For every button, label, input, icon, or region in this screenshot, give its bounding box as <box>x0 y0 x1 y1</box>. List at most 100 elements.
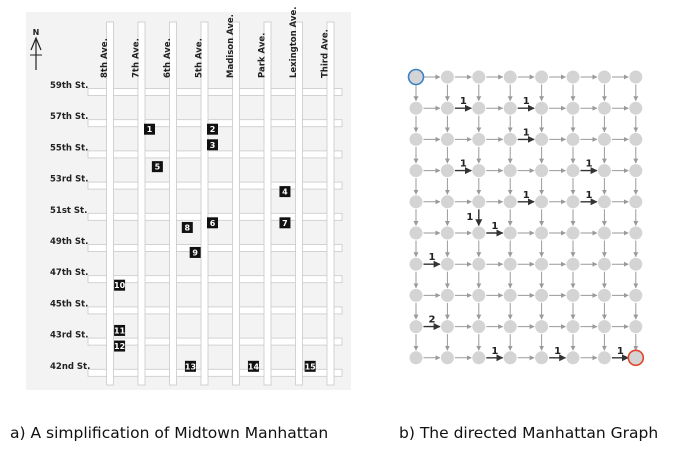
avenue-road <box>200 21 209 386</box>
graph-edges <box>413 74 639 362</box>
street-road <box>87 244 343 252</box>
avenue-label: Third Ave. <box>321 29 331 78</box>
graph-node <box>440 195 454 209</box>
graph-node <box>472 288 486 302</box>
graph-node <box>597 257 611 271</box>
avenue-road <box>232 21 240 386</box>
street-road <box>87 181 343 190</box>
graph-node <box>566 320 580 334</box>
landmark-badge <box>114 340 126 352</box>
graph-node <box>629 195 643 209</box>
street-label: 59th St. <box>50 81 88 91</box>
avenue-road <box>169 21 177 386</box>
edge-weight-label: 1 <box>586 159 593 170</box>
graph-node <box>535 70 549 84</box>
graph-node <box>503 226 517 240</box>
graph-node <box>629 320 643 334</box>
graph-node <box>440 101 454 115</box>
street-road <box>87 275 343 284</box>
graph-node <box>409 320 423 334</box>
graph-node <box>535 164 549 178</box>
graph-node <box>535 288 549 302</box>
edge-weight-label: 1 <box>491 221 498 232</box>
graph-node <box>535 351 549 365</box>
graph-node <box>472 101 486 115</box>
graph-node <box>503 132 517 146</box>
graph-node <box>440 320 454 334</box>
graph-node <box>409 132 423 146</box>
edge-weight-label: 1 <box>523 190 530 201</box>
avenue-label: 5th Ave. <box>195 38 205 78</box>
street-road <box>87 306 343 315</box>
street-road <box>87 88 343 96</box>
edge-weight-label: 2 <box>429 315 436 326</box>
graph-node <box>440 70 454 84</box>
graph-node <box>472 132 486 146</box>
avenue-road <box>263 21 272 386</box>
graph-node <box>409 101 423 115</box>
graph-node <box>535 101 549 115</box>
edge-weight-label: 1 <box>460 159 467 170</box>
street-label: 47th St. <box>50 268 88 278</box>
avenue-road <box>295 21 303 386</box>
graph-node <box>566 195 580 209</box>
graph-node <box>472 320 486 334</box>
graph-node <box>597 351 611 365</box>
graph-node <box>566 257 580 271</box>
graph-node <box>503 195 517 209</box>
caption-panel-b: b) The directed Manhattan Graph <box>399 424 659 442</box>
graph-node <box>566 226 580 240</box>
landmark-number: 12 <box>114 342 125 351</box>
graph-node <box>409 195 423 209</box>
landmark-badge <box>207 123 218 135</box>
graph-node <box>503 288 517 302</box>
landmark-number: 2 <box>210 125 216 134</box>
graph-node <box>629 70 643 84</box>
avenue-label: 7th Ave. <box>132 38 142 78</box>
map-roads <box>87 21 343 386</box>
landmark-badge <box>247 360 259 372</box>
source-node <box>407 68 425 86</box>
avenue-label: 8th Ave. <box>100 38 110 78</box>
edge-weight-label: 1 <box>460 96 467 107</box>
landmark-number: 15 <box>305 362 317 371</box>
graph-node <box>535 257 549 271</box>
landmark-number: 10 <box>114 281 126 290</box>
graph-nodes <box>407 68 645 367</box>
graph-node <box>472 351 486 365</box>
graph-node <box>472 164 486 178</box>
landmark-badge <box>151 161 163 173</box>
graph-node <box>566 132 580 146</box>
graph-node <box>503 257 517 271</box>
graph-node <box>597 164 611 178</box>
graph-node <box>535 320 549 334</box>
graph-node <box>440 351 454 365</box>
edge-weight-label: 1 <box>491 346 498 357</box>
landmark-number: 5 <box>155 163 161 172</box>
avenue-label: Park Ave. <box>258 33 268 78</box>
graph-node <box>566 164 580 178</box>
graph-node <box>597 132 611 146</box>
north-arrow-icon: N <box>30 28 42 70</box>
graph-node <box>535 132 549 146</box>
graph-node <box>566 101 580 115</box>
graph-node <box>503 101 517 115</box>
avenue-road <box>326 21 335 386</box>
graph-node <box>629 257 643 271</box>
graph-node <box>440 257 454 271</box>
edge-weight-label: 1 <box>554 346 561 357</box>
graph-node <box>597 320 611 334</box>
edge-weight-label: 1 <box>523 96 530 107</box>
street-label: 55th St. <box>50 143 88 153</box>
graph-node <box>629 226 643 240</box>
street-label: 49th St. <box>50 237 88 247</box>
landmark-number: 4 <box>282 188 288 197</box>
graph-node <box>503 320 517 334</box>
graph-node <box>409 257 423 271</box>
street-label: 53rd St. <box>50 175 88 185</box>
landmark-badge <box>207 139 218 151</box>
street-label: 45th St. <box>50 299 88 309</box>
graph-node <box>503 164 517 178</box>
landmark-badge <box>207 217 218 229</box>
